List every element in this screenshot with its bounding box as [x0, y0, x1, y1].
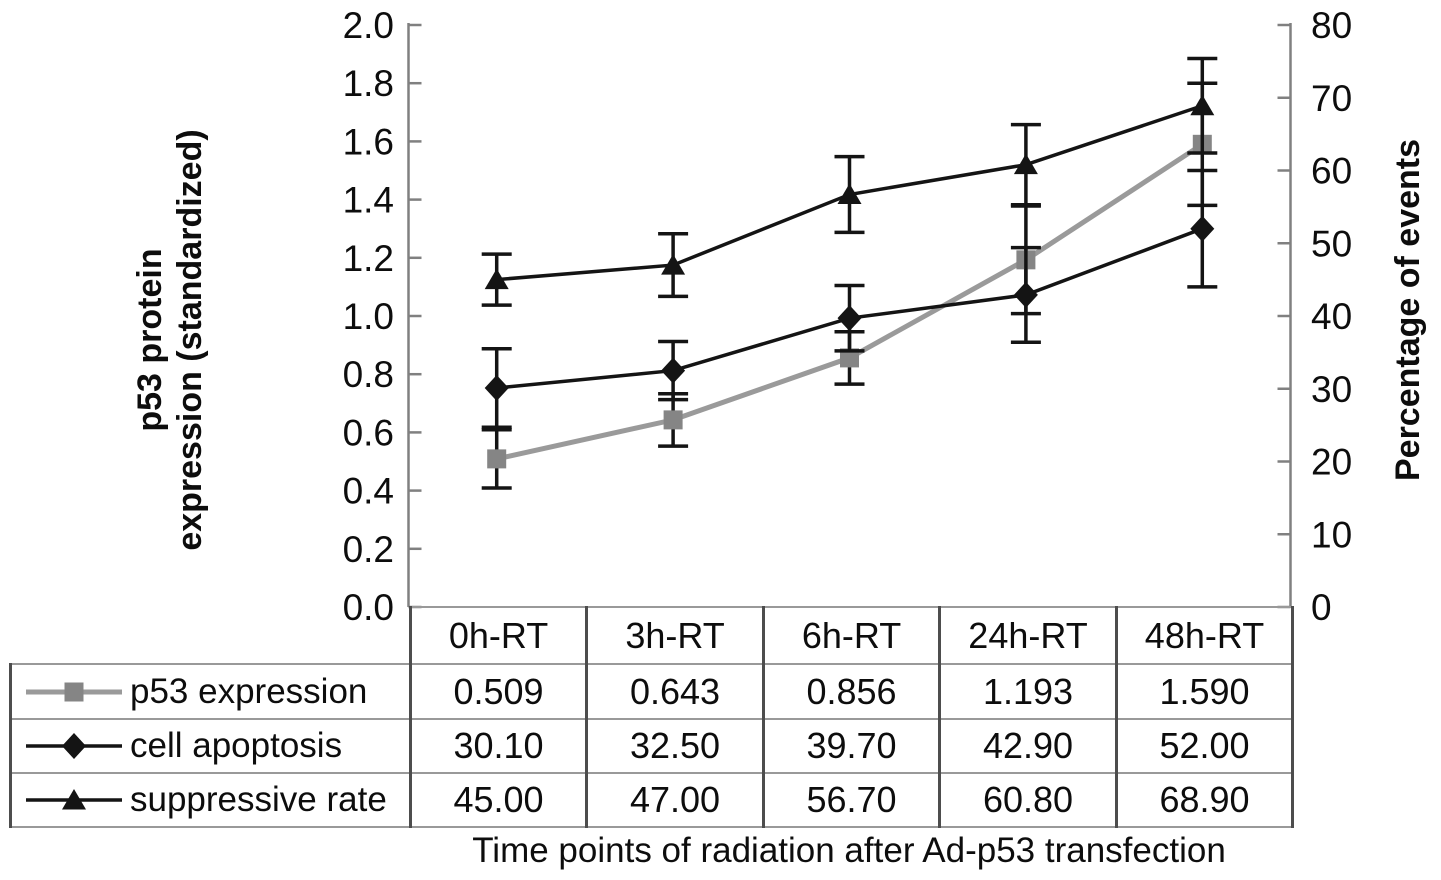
legend-label: p53 expression — [130, 671, 368, 711]
table-row-cell-apoptosis: cell apoptosis 30.10 32.50 39.70 42.90 52.00 — [9, 718, 1294, 774]
left-tick-label-1.8: 1.8 — [343, 63, 394, 104]
triangle-marker — [661, 254, 686, 275]
diamond-marker — [837, 305, 862, 332]
value-cell-suppressive-rate-24h-RT: 60.80 — [938, 772, 1118, 828]
category-header-row: 0h-RT 3h-RT 6h-RT 24h-RT 48h-RT — [11, 606, 1294, 665]
data-table-body: 0h-RT 3h-RT 6h-RT 24h-RT 48h-RT p53 expressio… — [9, 606, 1294, 828]
value-cell-p53-expression-24h-RT: 1.193 — [938, 663, 1118, 720]
diamond-marker — [484, 375, 509, 402]
left-axis-title-line1: p53 protein — [131, 248, 169, 432]
left-tick-label-0.2: 0.2 — [343, 529, 394, 570]
value-cell-suppressive-rate-48h-RT: 68.90 — [1115, 772, 1294, 828]
right-tick-label-60: 60 — [1311, 151, 1352, 192]
legend-marker-diamond — [26, 733, 122, 759]
legend-cell-suppressive-rate: suppressive rate — [9, 772, 412, 828]
value-cell-cell-apoptosis-6h-RT: 39.70 — [762, 718, 941, 774]
value-cell-cell-apoptosis-0h-RT: 30.10 — [409, 718, 588, 774]
right-tick-label-70: 70 — [1311, 78, 1352, 119]
value-cell-p53-expression-3h-RT: 0.643 — [585, 663, 765, 720]
square-marker — [663, 410, 683, 430]
value-cell-cell-apoptosis-48h-RT: 52.00 — [1115, 718, 1294, 774]
left-tick-label-1.6: 1.6 — [343, 121, 394, 162]
legend-label: suppressive rate — [130, 780, 387, 819]
right-tick-label-80: 80 — [1311, 5, 1352, 46]
right-tick-label-30: 30 — [1311, 369, 1352, 410]
legend-marker-triangle — [26, 789, 122, 810]
value-cell-cell-apoptosis-3h-RT: 32.50 — [585, 718, 765, 774]
value-cell-p53-expression-0h-RT: 0.509 — [409, 663, 588, 720]
legend-cell-p53-expression: p53 expression — [9, 663, 412, 720]
triangle-marker — [837, 183, 862, 205]
category-header-24h-RT: 24h-RT — [938, 606, 1118, 665]
category-header-6h-RT: 6h-RT — [762, 606, 941, 665]
table-row-suppressive-rate: suppressive rate 45.00 47.00 56.70 60.80 68.9… — [9, 772, 1294, 828]
left-tick-label-2.0: 2.0 — [343, 5, 394, 46]
empty-corner-cell — [11, 607, 411, 664]
value-cell-suppressive-rate-6h-RT: 56.70 — [762, 772, 941, 828]
right-tick-label-40: 40 — [1311, 296, 1352, 337]
table-row-p53-expression: p53 expression 0.509 0.643 0.856 1.193 1.590 — [9, 663, 1294, 720]
triangle-marker — [1190, 94, 1215, 116]
value-cell-cell-apoptosis-24h-RT: 42.90 — [938, 718, 1118, 774]
left-axis-title-line2: expression (standardized) — [171, 129, 210, 551]
diamond-marker — [1013, 281, 1038, 308]
series-cell-apoptosis — [481, 168, 1218, 430]
left-tick-label-1.2: 1.2 — [343, 238, 394, 279]
category-header-3h-RT: 3h-RT — [585, 606, 765, 665]
triangle-marker — [484, 268, 509, 290]
category-header-0h-RT: 0h-RT — [409, 606, 588, 665]
value-cell-suppressive-rate-3h-RT: 47.00 — [585, 772, 765, 828]
legend-marker-square — [26, 682, 122, 701]
diamond-marker — [661, 357, 686, 384]
right-axis-title: Percentage of events — [1389, 138, 1427, 482]
left-tick-label-0.8: 0.8 — [343, 354, 394, 395]
right-tick-label-0: 0 — [1311, 587, 1332, 628]
x-axis-title: Time points of radiation after Ad-p53 tr… — [472, 831, 1226, 870]
legend-label: cell apoptosis — [130, 726, 343, 765]
left-tick-label-1.4: 1.4 — [343, 180, 394, 221]
category-header-48h-RT: 48h-RT — [1115, 606, 1294, 665]
right-tick-label-50: 50 — [1311, 223, 1352, 264]
left-tick-label-0.6: 0.6 — [343, 412, 394, 453]
left-axis-title: p53 protein expression (standardized) — [130, 80, 242, 600]
triangle-marker — [1013, 153, 1038, 175]
triangle-marker — [62, 789, 86, 810]
value-cell-p53-expression-48h-RT: 1.590 — [1115, 663, 1294, 720]
square-marker — [487, 449, 507, 469]
left-tick-label-0.4: 0.4 — [343, 471, 394, 512]
square-marker — [64, 682, 84, 701]
value-cell-suppressive-rate-0h-RT: 45.00 — [409, 772, 588, 828]
legend-cell-cell-apoptosis: cell apoptosis — [9, 718, 412, 774]
left-tick-label-1.0: 1.0 — [343, 296, 394, 337]
right-tick-label-10: 10 — [1311, 514, 1352, 555]
diamond-marker — [62, 733, 86, 759]
right-tick-label-20: 20 — [1311, 442, 1352, 483]
data-table: 0h-RT 3h-RT 6h-RT 24h-RT 48h-RT p53 expressio… — [9, 606, 1294, 828]
diamond-marker — [1190, 215, 1215, 242]
value-cell-p53-expression-6h-RT: 0.856 — [762, 663, 941, 720]
series-suppressive-rate — [481, 56, 1218, 307]
left-tick-label-0.0: 0.0 — [343, 587, 394, 628]
square-marker — [840, 348, 859, 368]
